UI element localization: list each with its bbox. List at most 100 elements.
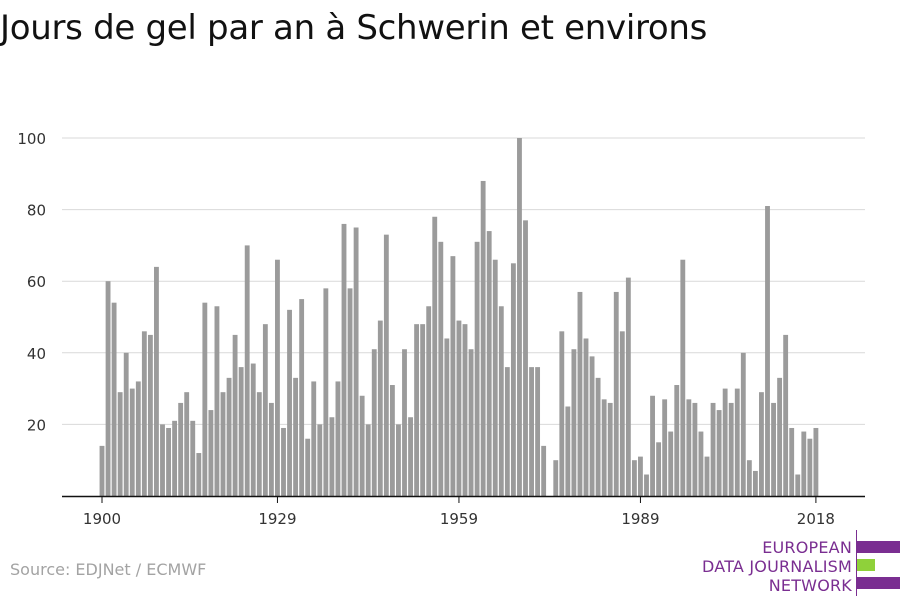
bar-1905 <box>129 388 135 496</box>
bar-1931 <box>287 309 292 496</box>
chart-title: Jours de gel par an à Schwerin et enviro… <box>0 8 708 48</box>
bar-1924 <box>244 245 250 496</box>
bar-1946 <box>377 320 383 496</box>
bar-1935 <box>311 381 317 496</box>
bar-1970 <box>523 220 528 496</box>
bar-1982 <box>595 377 601 496</box>
bar-1985 <box>613 291 619 496</box>
bar-2018 <box>813 427 819 496</box>
bar-1998 <box>692 402 698 496</box>
bar-2010 <box>765 206 770 496</box>
bar-1959 <box>456 320 462 496</box>
bar-1943 <box>359 395 365 496</box>
bar-1987 <box>625 277 631 496</box>
logo-bar-middle <box>857 559 875 571</box>
bar-1952 <box>414 324 420 496</box>
bar-1925 <box>250 363 256 496</box>
bar-1994 <box>668 431 674 496</box>
bar-1960 <box>462 324 468 496</box>
bar-1972 <box>535 367 541 496</box>
bar-1979 <box>577 291 583 496</box>
bar-1963 <box>480 180 486 496</box>
bar-1908 <box>147 334 153 496</box>
bar-1990 <box>644 474 649 496</box>
bar-2017 <box>807 438 813 496</box>
bar-1912 <box>172 420 178 496</box>
bar-1996 <box>680 259 686 496</box>
bar-1964 <box>486 231 492 496</box>
bar-1980 <box>583 338 589 496</box>
axes: 20 40 60 80 100 1900 1929 1959 1989 2018 <box>17 130 865 528</box>
bar-1937 <box>323 288 329 496</box>
logo-bar-bottom <box>857 577 900 589</box>
bar-1983 <box>601 399 607 496</box>
bar-1965 <box>492 259 498 496</box>
bar-1953 <box>420 324 426 496</box>
bar-2008 <box>752 470 758 496</box>
bar-1913 <box>178 402 184 496</box>
bar-1934 <box>305 438 311 496</box>
bar-1930 <box>281 427 286 496</box>
y-tick-label: 100 <box>17 130 46 148</box>
bar-1967 <box>504 367 510 496</box>
bar-2016 <box>801 431 807 496</box>
bar-1939 <box>335 381 341 496</box>
bar-1915 <box>190 420 196 496</box>
bar-1916 <box>196 453 202 496</box>
bar-1999 <box>698 431 704 496</box>
x-tick-label: 1929 <box>258 510 296 528</box>
bar-1901 <box>105 281 111 496</box>
bar-1978 <box>571 349 577 496</box>
x-tick-label: 2018 <box>797 510 835 528</box>
bar-1907 <box>141 331 147 496</box>
bar-2000 <box>704 456 710 496</box>
logo-line-1: EUROPEAN <box>762 538 852 557</box>
source-note: Source: EDJNet / ECMWF <box>10 560 207 579</box>
bar-1917 <box>202 302 208 496</box>
bar-1958 <box>450 256 456 496</box>
bar-1986 <box>619 331 625 496</box>
bar-1910 <box>160 424 165 496</box>
bar-1928 <box>268 402 274 496</box>
bar-1936 <box>317 424 323 496</box>
bar-1966 <box>498 306 504 496</box>
bar-1920 <box>220 392 226 496</box>
bar-1971 <box>529 367 534 496</box>
bar-1900 <box>99 445 105 496</box>
bar-1949 <box>396 424 401 496</box>
bar-1954 <box>426 306 432 496</box>
bar-2015 <box>795 474 801 496</box>
bar-1906 <box>135 381 141 496</box>
bar-2003 <box>722 388 728 496</box>
y-tick-label: 80 <box>27 202 46 220</box>
bar-1969 <box>517 138 522 496</box>
bar-1921 <box>226 377 232 496</box>
bar-1938 <box>329 417 335 496</box>
bar-1918 <box>208 410 214 496</box>
bar-2004 <box>728 402 734 496</box>
logo-bar-top <box>857 541 900 553</box>
bar-1973 <box>541 445 547 496</box>
bar-1981 <box>589 356 595 496</box>
bar-1957 <box>444 338 450 496</box>
bar-1909 <box>154 266 159 496</box>
x-tick-label: 1900 <box>83 510 121 528</box>
bar-1948 <box>389 385 395 496</box>
bar-1993 <box>662 399 668 496</box>
bar-1941 <box>347 288 353 496</box>
bar-1904 <box>123 352 129 496</box>
bar-1947 <box>383 234 389 496</box>
bar-1929 <box>275 259 280 496</box>
bar-1945 <box>371 349 377 496</box>
x-tick-label: 1959 <box>440 510 478 528</box>
bar-2009 <box>759 392 764 496</box>
bar-2006 <box>740 352 746 496</box>
y-tick-label: 60 <box>27 273 46 291</box>
bar-1950 <box>402 349 407 496</box>
bar-2005 <box>734 388 740 496</box>
bar-1962 <box>474 241 480 496</box>
bar-1933 <box>299 299 305 496</box>
bar-2001 <box>710 402 716 496</box>
bar-2002 <box>716 410 722 496</box>
